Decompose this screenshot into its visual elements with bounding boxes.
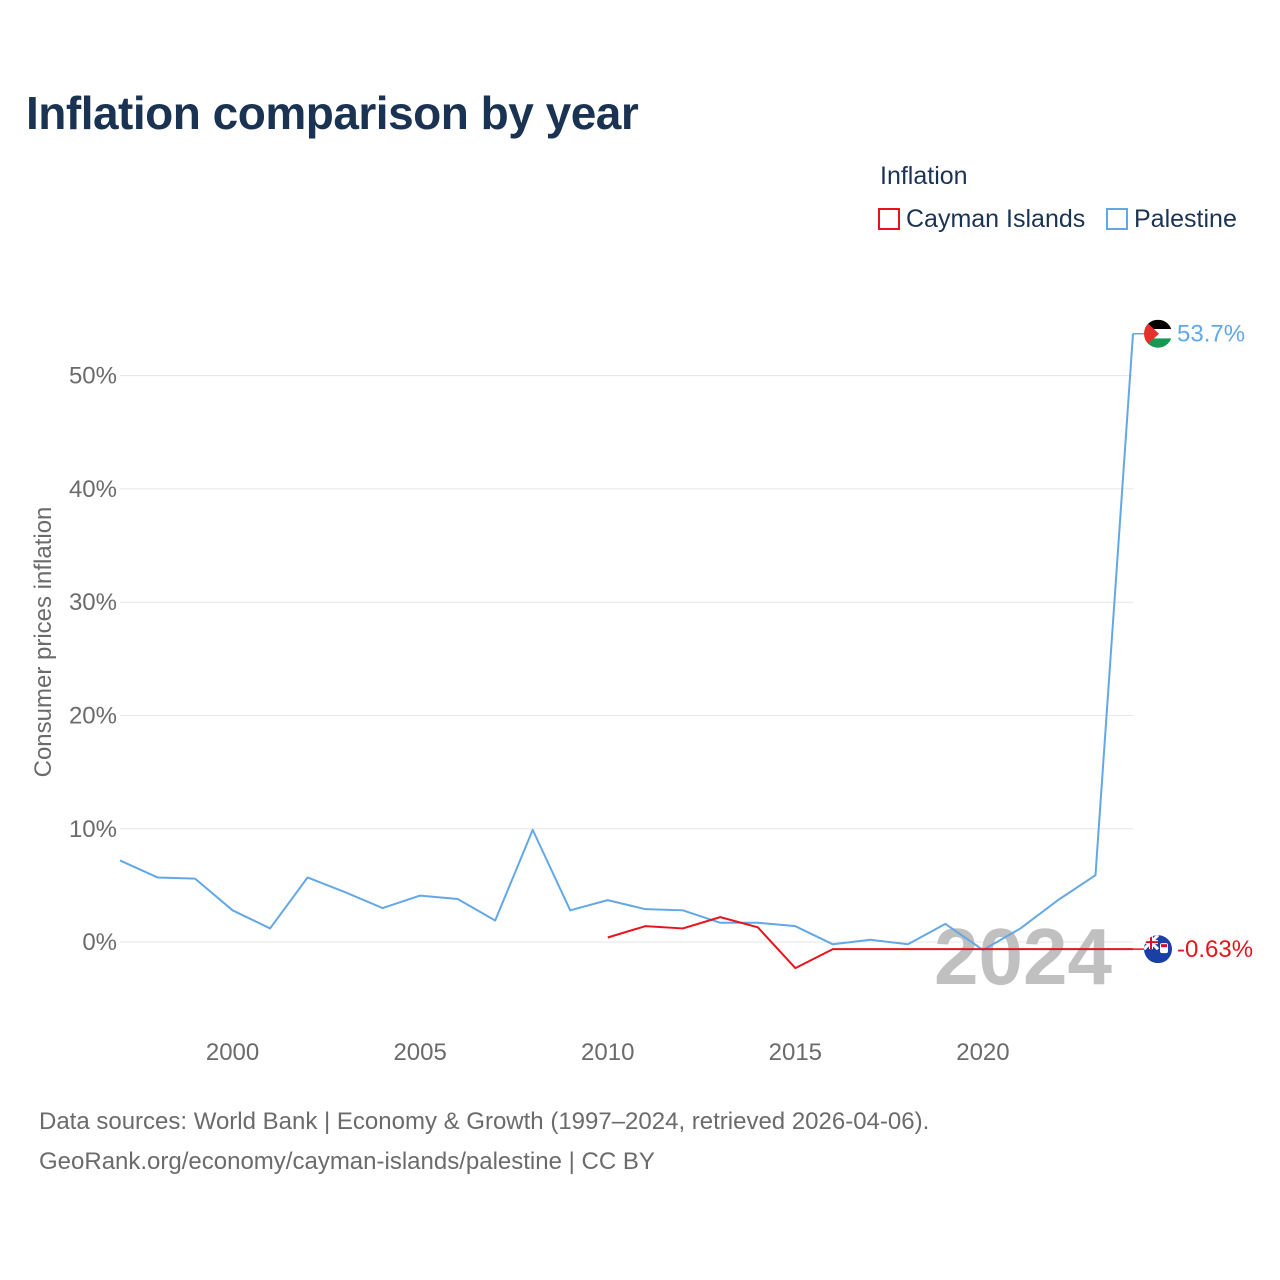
end-value-label-cayman-islands: -0.63% (1177, 936, 1253, 963)
y-tick-label: 50% (69, 363, 117, 390)
x-tick-label: 2000 (206, 1039, 259, 1066)
end-value-label-palestine: 53.7% (1177, 321, 1245, 348)
x-tick-label: 2020 (956, 1039, 1009, 1066)
y-tick-label: 30% (69, 589, 117, 616)
data-source-note: Data sources: World Bank | Economy & Gro… (39, 1108, 930, 1135)
source-url[interactable]: GeoRank.org/economy/cayman-islands/pales… (39, 1148, 655, 1175)
line-chart: Consumer prices inflation 0% 10% 20% 30% 40%… (30, 319, 1253, 1066)
legend-item-palestine[interactable]: Palestine (1106, 204, 1237, 234)
x-tick-label: 2010 (581, 1039, 634, 1066)
cayman-islands-flag-icon (1144, 935, 1172, 964)
legend-label-palestine: Palestine (1134, 204, 1237, 233)
legend-label-cayman-islands: Cayman Islands (906, 204, 1086, 233)
y-tick-label: 40% (69, 476, 117, 503)
series-line-palestine[interactable] (119, 333, 1134, 951)
y-axis-label: Consumer prices inflation (30, 507, 57, 778)
series-line-cayman-islands[interactable] (607, 916, 1133, 970)
y-tick-label: 0% (82, 929, 117, 956)
y-tick-label: 10% (69, 816, 117, 843)
legend-swatch-cayman-islands (878, 208, 900, 230)
palestine-flag-icon (1144, 319, 1172, 348)
x-tick-label: 2005 (393, 1039, 446, 1066)
x-tick-label: 2015 (769, 1039, 822, 1066)
y-tick-label: 20% (69, 702, 117, 729)
legend-title: Inflation (880, 162, 968, 190)
legend-item-cayman-islands[interactable]: Cayman Islands (878, 204, 1085, 234)
chart-title: Inflation comparison by year (26, 87, 639, 139)
legend-swatch-palestine (1106, 208, 1128, 230)
